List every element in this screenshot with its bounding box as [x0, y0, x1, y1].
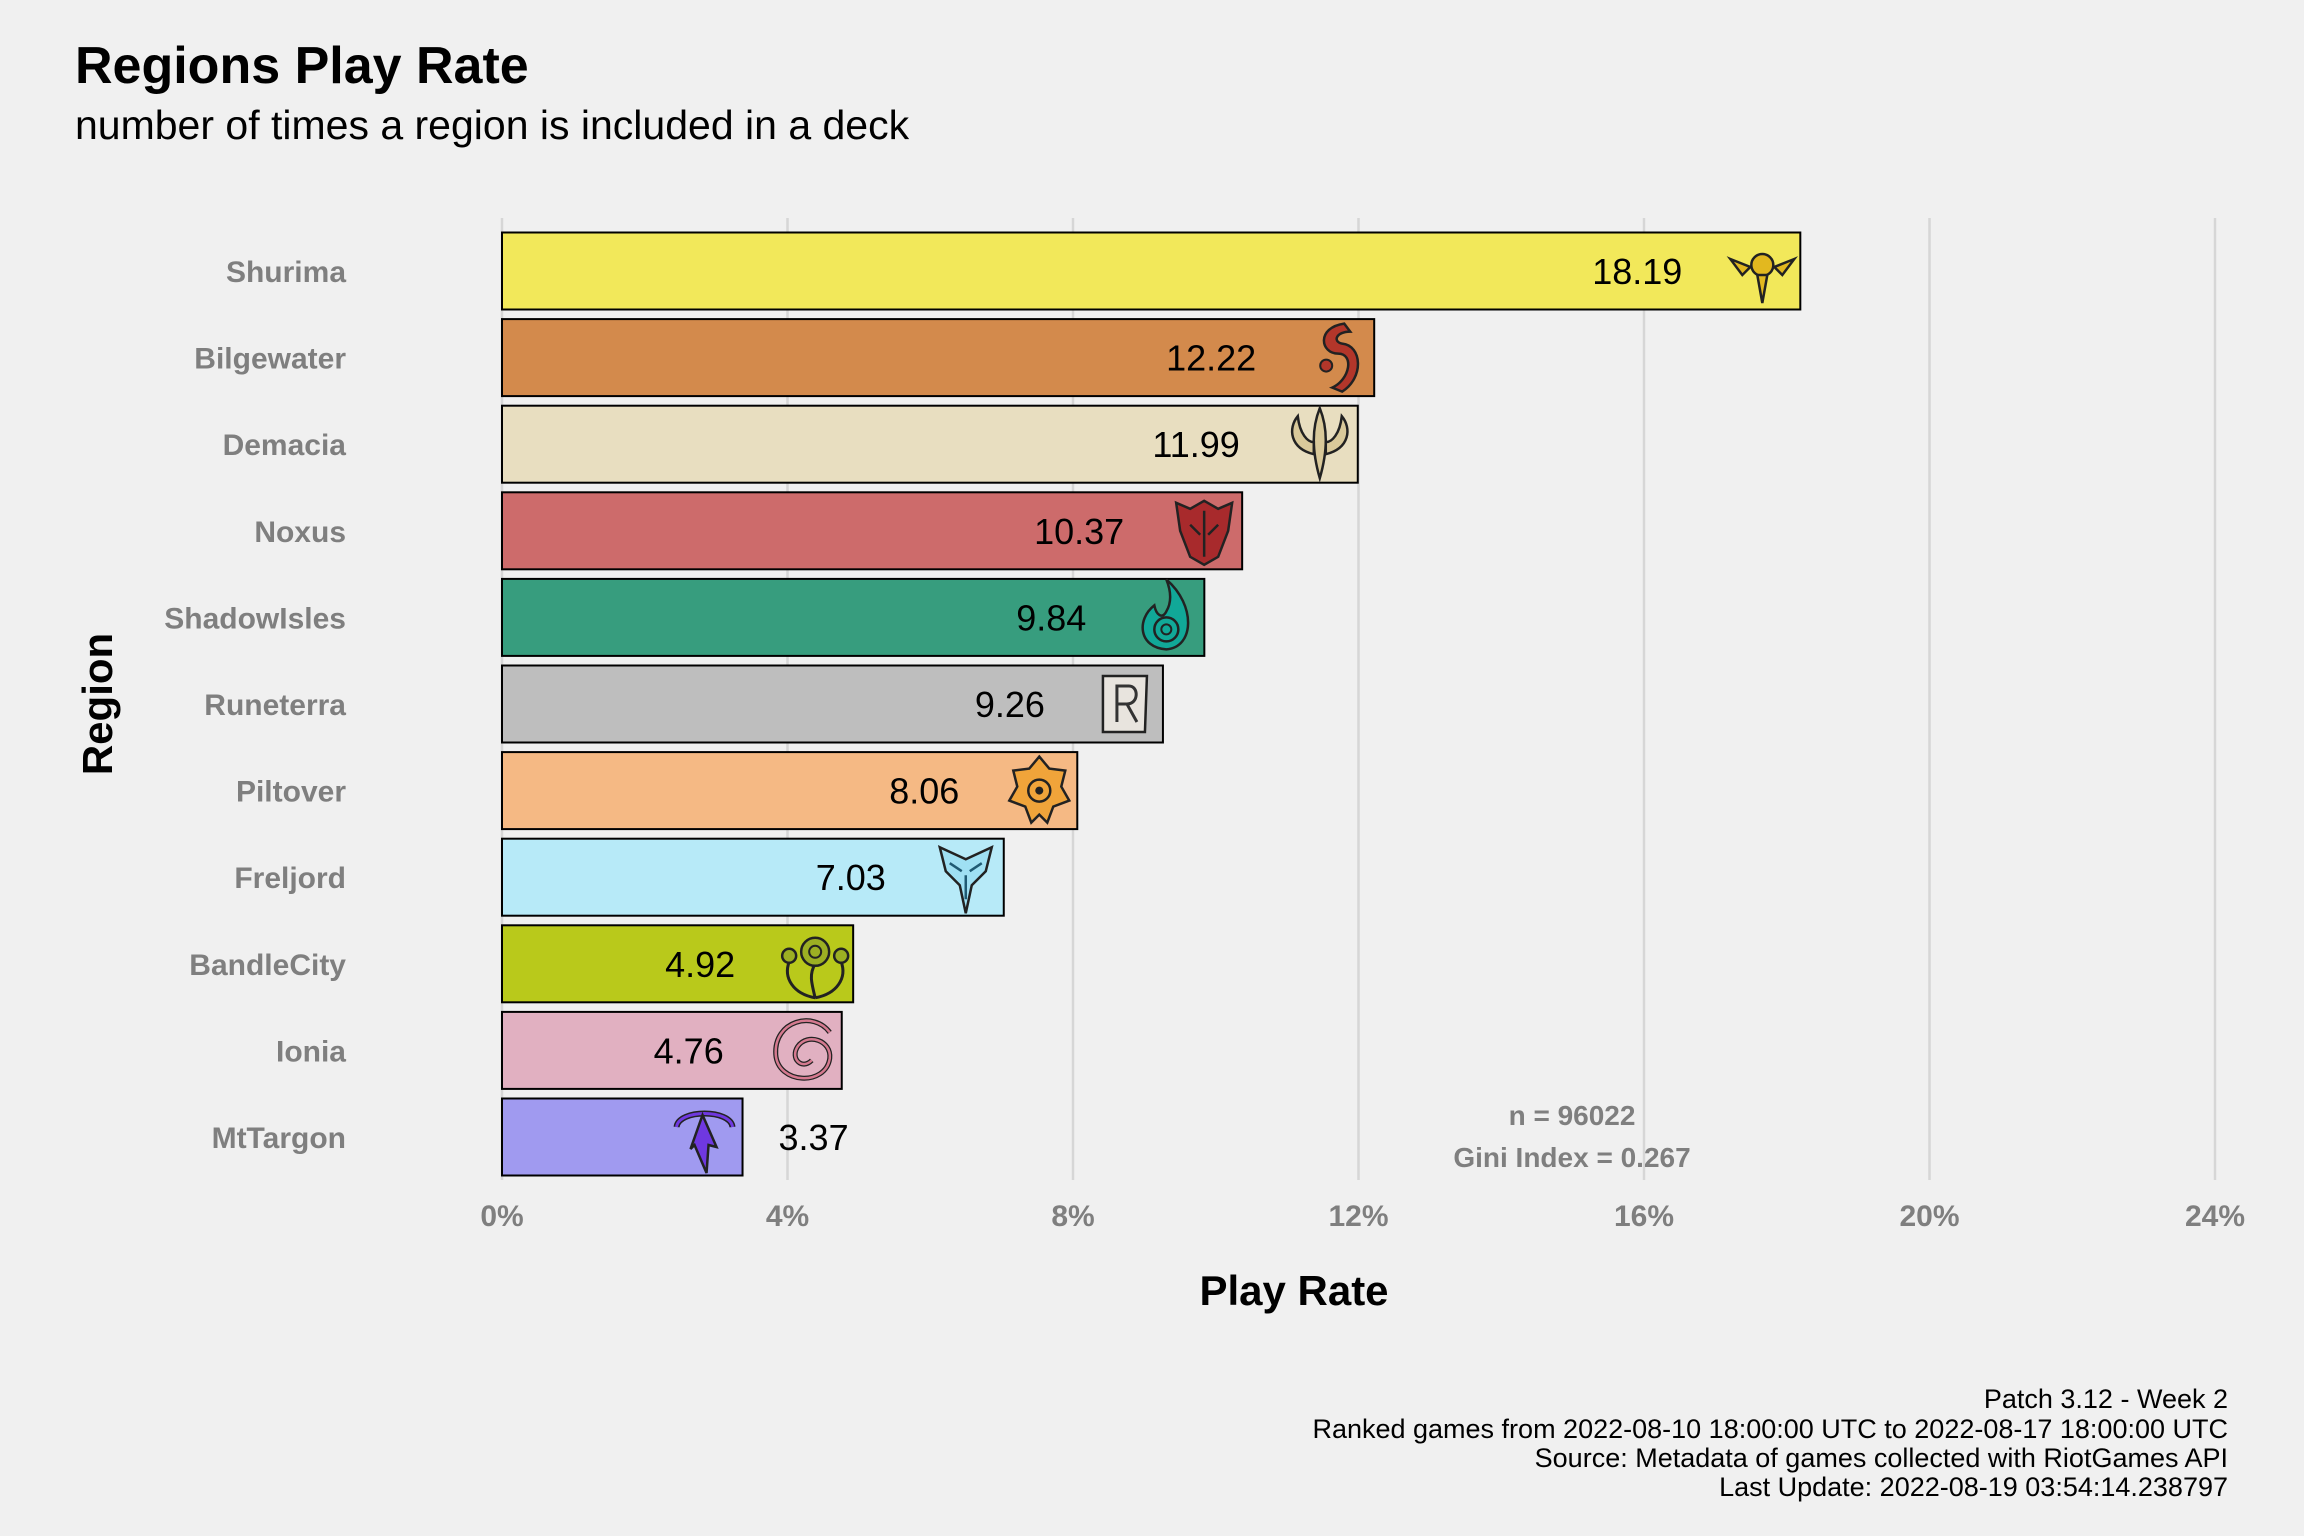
bars: 18.19 12.22 11.99 10.37 9.84 9.26 8.06 7.03 4.92… — [501, 231, 1802, 1177]
bar — [501, 577, 1206, 657]
data-label: 7.03 — [816, 857, 886, 898]
bar — [501, 491, 1244, 571]
data-label: 11.99 — [1152, 424, 1239, 465]
bar-group-piltover: 8.06 — [501, 751, 1079, 831]
x-tick-label: 16% — [1614, 1200, 1674, 1233]
mttargon-icon — [673, 1110, 736, 1174]
noxus-icon — [1174, 499, 1234, 567]
x-axis-title: Play Rate — [1199, 1267, 1388, 1314]
x-tick-labels: 0% 4% 8% 12% 16% 20% 24% — [480, 1200, 2245, 1233]
bar — [501, 231, 1802, 311]
demacia-icon — [1290, 404, 1349, 483]
data-label: 9.26 — [975, 684, 1045, 725]
sample-size-annotation: n = 96022 — [1509, 1100, 1636, 1131]
category-label: Ionia — [276, 1035, 346, 1068]
data-label: 8.06 — [889, 771, 959, 812]
data-label: 4.92 — [665, 944, 735, 985]
bar-group-freljord: 7.03 — [501, 837, 1005, 917]
category-label: Freljord — [234, 862, 346, 895]
x-tick-label: 4% — [766, 1200, 809, 1233]
bar-group-runeterra: 9.26 — [501, 664, 1164, 744]
x-tick-label: 24% — [2185, 1200, 2245, 1233]
gini-index-annotation: Gini Index = 0.267 — [1453, 1142, 1690, 1173]
data-label: 4.76 — [654, 1030, 724, 1071]
bar-group-bandlecity: 4.92 — [501, 924, 855, 1004]
category-labels: Shurima Bilgewater Demacia Noxus ShadowIsles… — [164, 256, 346, 1155]
data-label: 3.37 — [779, 1117, 849, 1158]
chart-subtitle: number of times a region is included in … — [75, 102, 910, 148]
caption-source: Source: Metadata of games collected with… — [1535, 1443, 2228, 1473]
data-label: 9.84 — [1016, 597, 1086, 638]
bar — [501, 404, 1359, 484]
bar-group-mttargon: 3.37 — [501, 1097, 849, 1177]
category-label: Demacia — [223, 429, 347, 462]
bar-group-noxus: 10.37 — [501, 491, 1244, 571]
bilgewater-icon — [1319, 322, 1360, 393]
bar-group-shurima: 18.19 — [501, 231, 1802, 311]
bar — [501, 837, 1005, 917]
shadowisles-icon — [1141, 578, 1190, 651]
x-tick-label: 0% — [480, 1200, 523, 1233]
shurima-icon — [1726, 252, 1798, 304]
data-label: 12.22 — [1166, 338, 1256, 379]
bar — [501, 318, 1376, 398]
chart-title: Regions Play Rate — [75, 37, 529, 95]
category-label: MtTargon — [212, 1122, 346, 1155]
bar-group-demacia: 11.99 — [501, 404, 1359, 484]
x-tick-label: 8% — [1051, 1200, 1094, 1233]
freljord-icon — [937, 844, 994, 914]
x-tick-label: 20% — [1899, 1200, 1959, 1233]
category-label: Noxus — [254, 516, 346, 549]
category-label: Shurima — [226, 256, 346, 289]
caption-patch: Patch 3.12 - Week 2 — [1984, 1384, 2228, 1414]
x-tick-label: 12% — [1328, 1200, 1388, 1233]
bandlecity-icon — [780, 936, 850, 1000]
bar — [501, 664, 1164, 744]
caption-last-update: Last Update: 2022-08-19 03:54:14.238797 — [1719, 1472, 2228, 1502]
category-label: BandleCity — [189, 949, 346, 982]
y-axis-title: Region — [74, 633, 121, 775]
bar-group-ionia: 4.76 — [501, 1010, 843, 1090]
data-label: 18.19 — [1592, 251, 1682, 292]
bar — [501, 1010, 843, 1090]
runeterra-icon — [1101, 674, 1149, 734]
bar — [501, 751, 1079, 831]
category-label: ShadowIsles — [164, 602, 346, 635]
category-label: Piltover — [236, 776, 346, 809]
bar-group-shadowisles: 9.84 — [501, 577, 1206, 657]
piltover-icon — [1007, 754, 1072, 825]
caption-date-range: Ranked games from 2022-08-10 18:00:00 UT… — [1312, 1414, 2228, 1444]
category-label: Runeterra — [204, 689, 346, 722]
data-label: 10.37 — [1034, 511, 1124, 552]
bar-group-bilgewater: 12.22 — [501, 318, 1376, 398]
category-label: Bilgewater — [194, 343, 346, 376]
ionia-icon — [773, 1018, 833, 1081]
